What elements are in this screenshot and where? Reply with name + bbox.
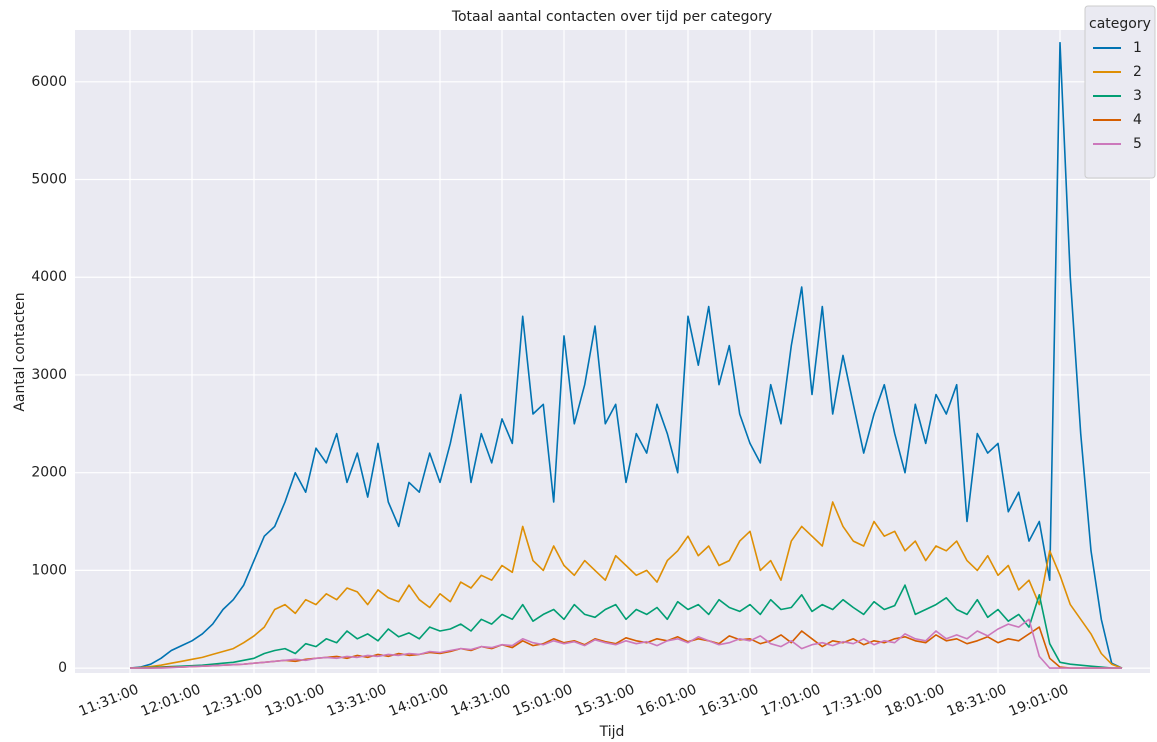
legend-label: 2 xyxy=(1133,64,1142,80)
legend-label: 3 xyxy=(1133,88,1142,104)
series-line xyxy=(130,626,1122,669)
x-tick-label: 17:31:00 xyxy=(821,682,885,720)
legend-label: 4 xyxy=(1133,112,1142,128)
y-tick-label: 6000 xyxy=(31,74,67,90)
legend-label: 1 xyxy=(1133,40,1142,56)
x-tick-label: 11:31:00 xyxy=(77,682,141,720)
y-tick-label: 1000 xyxy=(31,562,67,578)
plot-area xyxy=(75,30,1150,673)
y-tick-label: 5000 xyxy=(31,172,67,188)
x-axis-label: Tijd xyxy=(599,724,625,740)
x-tick-label: 18:31:00 xyxy=(945,682,1009,720)
x-tick-label: 16:01:00 xyxy=(635,682,699,720)
y-tick-label: 4000 xyxy=(31,269,67,285)
y-tick-label: 3000 xyxy=(31,367,67,383)
x-tick-label: 14:01:00 xyxy=(387,682,451,720)
x-tick-label: 15:31:00 xyxy=(573,682,637,720)
series-line xyxy=(130,584,1122,669)
y-tick-label: 0 xyxy=(58,660,67,676)
x-tick-label: 12:01:00 xyxy=(139,682,203,720)
legend-label: 5 xyxy=(1133,136,1142,152)
x-tick-label: 12:31:00 xyxy=(201,682,265,720)
chart-title: Totaal aantal contacten over tijd per ca… xyxy=(451,9,772,25)
x-tick-label: 18:01:00 xyxy=(883,682,947,720)
x-tick-label: 13:31:00 xyxy=(325,682,389,720)
series-line xyxy=(130,618,1122,669)
x-tick-label: 19:01:00 xyxy=(1007,682,1071,720)
x-tick-label: 14:31:00 xyxy=(449,682,513,720)
legend: category 1 2 3 4 5 xyxy=(1084,5,1156,179)
legend-title: category xyxy=(1089,16,1151,32)
x-tick-label: 16:31:00 xyxy=(697,682,761,720)
x-tick-label: 17:01:00 xyxy=(759,682,823,720)
y-tick-label: 2000 xyxy=(31,465,67,481)
x-tick-label: 15:01:00 xyxy=(511,682,575,720)
series-line xyxy=(129,501,1123,669)
y-axis-label: Aantal contacten xyxy=(12,292,28,411)
series-line xyxy=(129,41,1123,669)
x-tick-label: 13:01:00 xyxy=(263,682,327,720)
